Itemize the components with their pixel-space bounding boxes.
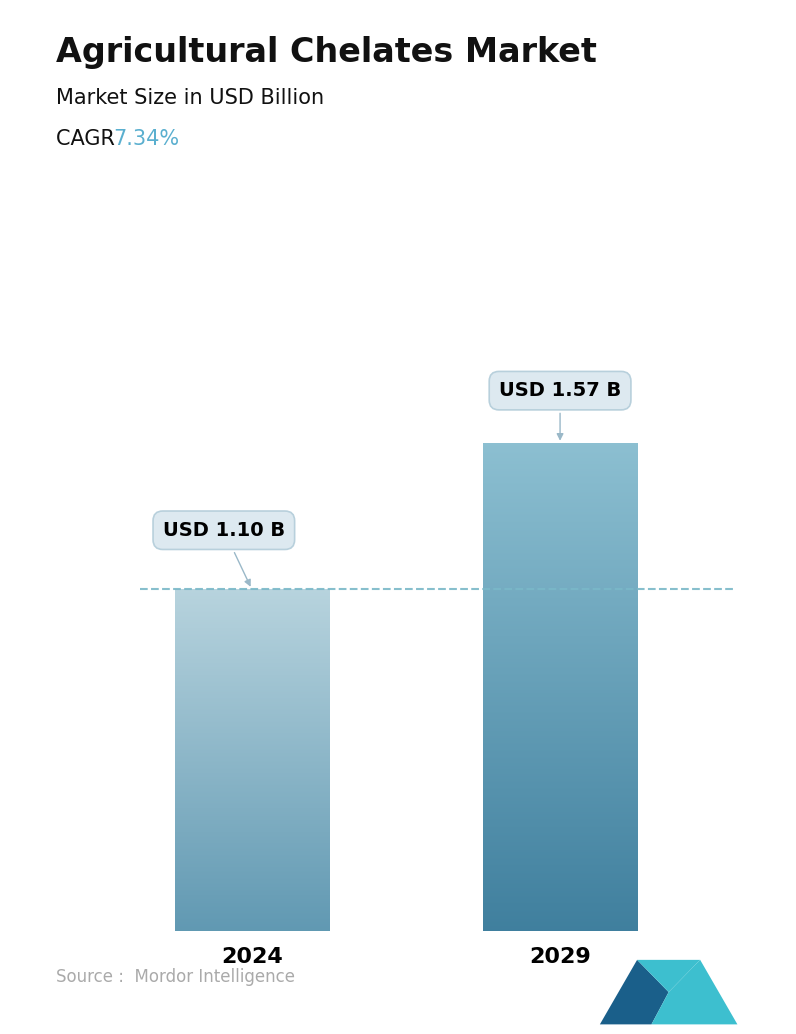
Text: USD 1.57 B: USD 1.57 B [499, 382, 621, 439]
Polygon shape [600, 960, 669, 1025]
Text: Agricultural Chelates Market: Agricultural Chelates Market [56, 36, 596, 69]
Text: 7.34%: 7.34% [113, 129, 179, 149]
Text: USD 1.10 B: USD 1.10 B [162, 521, 285, 585]
Text: CAGR: CAGR [56, 129, 128, 149]
Text: Source :  Mordor Intelligence: Source : Mordor Intelligence [56, 969, 295, 986]
Text: Market Size in USD Billion: Market Size in USD Billion [56, 88, 324, 108]
Polygon shape [637, 960, 700, 993]
Polygon shape [651, 960, 737, 1025]
